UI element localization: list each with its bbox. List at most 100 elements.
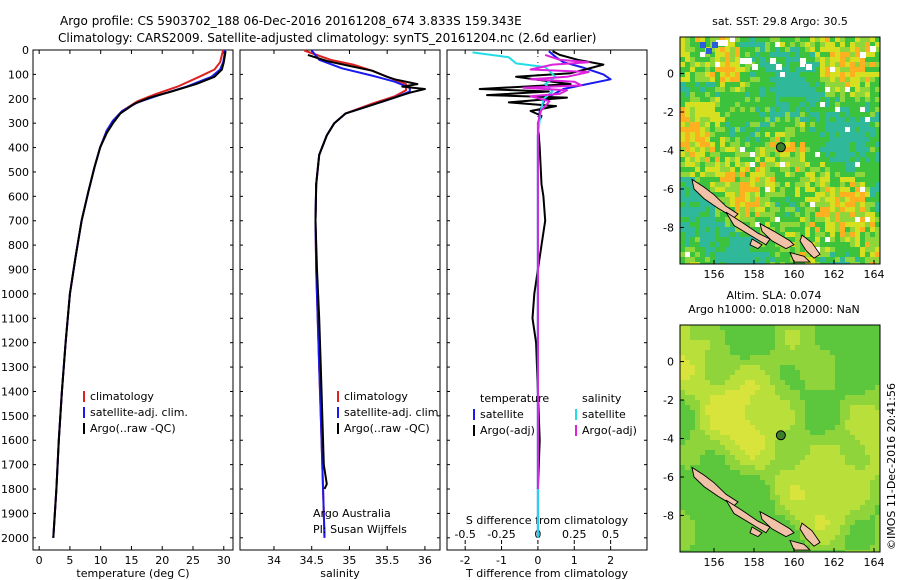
field-cell: [745, 460, 750, 465]
field-cell: [730, 97, 735, 102]
field-cell: [855, 550, 860, 552]
field-cell: [800, 127, 805, 132]
field-cell: [745, 500, 750, 505]
field-cell: [795, 505, 800, 510]
field-cell: [855, 87, 860, 92]
field-cell: [780, 385, 785, 390]
field-cell: [785, 192, 790, 197]
field-cell: [820, 445, 825, 450]
field-cell: [785, 450, 790, 455]
field-cell: [680, 42, 685, 47]
field-cell: [710, 420, 715, 425]
field-cell: [865, 182, 870, 187]
field-cell: [825, 152, 830, 157]
field-cell: [770, 37, 775, 42]
field-cell: [690, 42, 695, 47]
field-cell: [745, 242, 750, 247]
field-cell: [860, 117, 865, 122]
field-cell: [760, 495, 765, 500]
field-cell: [815, 37, 820, 42]
field-cell: [800, 97, 805, 102]
field-cell: [805, 390, 810, 395]
field-cell: [715, 540, 720, 545]
field-cell: [765, 455, 770, 460]
field-cell: [720, 262, 725, 264]
field-cell: [690, 187, 695, 192]
field-cell: [875, 350, 880, 355]
field-cell: [705, 360, 710, 365]
field-cell: [870, 147, 875, 152]
field-cell: [750, 380, 755, 385]
field-cell: [700, 132, 705, 137]
field-cell: [790, 390, 795, 395]
field-cell: [750, 127, 755, 132]
field-cell: [680, 232, 685, 237]
field-cell: [785, 440, 790, 445]
field-cell: [855, 102, 860, 107]
field-cell: [850, 415, 855, 420]
field-cell: [850, 325, 855, 330]
field-cell: [860, 252, 865, 257]
field-cell: [810, 410, 815, 415]
field-cell: [690, 440, 695, 445]
field-cell: [710, 242, 715, 247]
field-cell: [770, 77, 775, 82]
field-cell: [785, 202, 790, 207]
field-cell: [765, 460, 770, 465]
field-cell: [860, 475, 865, 480]
field-cell: [745, 395, 750, 400]
field-cell: [685, 127, 690, 132]
field-cell: [770, 252, 775, 257]
field-cell: [805, 172, 810, 177]
field-cell: [790, 77, 795, 82]
field-cell: [815, 167, 820, 172]
field-cell: [735, 77, 740, 82]
field-cell: [755, 435, 760, 440]
field-cell: [805, 395, 810, 400]
field-cell: [850, 252, 855, 257]
field-cell: [685, 132, 690, 137]
field-cell: [680, 237, 685, 242]
field-cell: [815, 475, 820, 480]
field-cell: [870, 97, 875, 102]
x-tick-label: 0: [36, 554, 43, 567]
field-cell: [805, 252, 810, 257]
field-cell: [720, 257, 725, 262]
field-cell: [750, 495, 755, 500]
field-cell: [765, 390, 770, 395]
field-cell: [765, 360, 770, 365]
field-cell: [840, 515, 845, 520]
field-cell: [855, 252, 860, 257]
field-cell: [710, 330, 715, 335]
field-cell: [865, 247, 870, 252]
field-cell: [715, 505, 720, 510]
field-cell: [785, 152, 790, 157]
field-cell: [800, 470, 805, 475]
field-cell: [805, 122, 810, 127]
field-cell: [845, 450, 850, 455]
island: [691, 466, 739, 507]
field-cell: [730, 122, 735, 127]
field-cell: [795, 227, 800, 232]
field-cell: [815, 345, 820, 350]
field-cell: [815, 365, 820, 370]
field-cell: [815, 242, 820, 247]
field-cell: [700, 47, 705, 52]
field-cell: [785, 425, 790, 430]
field-cell: [875, 182, 880, 187]
field-cell: [830, 182, 835, 187]
field-cell: [720, 102, 725, 107]
field-cell: [860, 395, 865, 400]
field-cell: [840, 107, 845, 112]
field-cell: [710, 385, 715, 390]
field-cell: [795, 112, 800, 117]
field-cell: [835, 455, 840, 460]
field-cell: [815, 97, 820, 102]
field-cell: [770, 122, 775, 127]
field-cell: [735, 37, 740, 42]
field-cell: [815, 490, 820, 495]
field-cell: [680, 202, 685, 207]
field-cell: [735, 440, 740, 445]
field-cell: [830, 500, 835, 505]
field-cell: [730, 197, 735, 202]
